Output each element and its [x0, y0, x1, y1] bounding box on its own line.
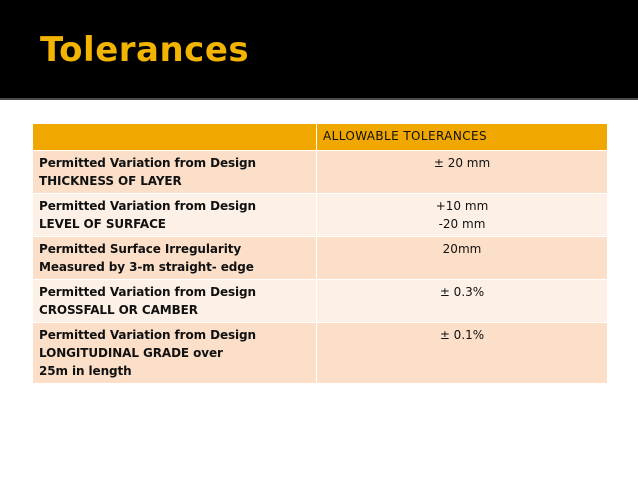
- row-label-line: Permitted Surface Irregularity: [39, 242, 242, 256]
- row-value: +10 mm -20 mm: [316, 193, 608, 237]
- row-value-line: ± 0.1%: [439, 328, 485, 342]
- header-cell-allowable-tolerances: ALLOWABLE TOLERANCES: [316, 123, 608, 151]
- row-label-line: CROSSFALL OR CAMBER: [39, 303, 198, 317]
- row-label-line: Permitted Variation from Design: [39, 199, 256, 213]
- row-label-line: THICKNESS OF LAYER: [39, 174, 182, 188]
- row-value: 20mm: [316, 236, 608, 280]
- row-label-line: Permitted Variation from Design: [39, 328, 256, 342]
- table-row: Permitted Surface Irregularity Measured …: [32, 236, 608, 280]
- header-cell-blank: [32, 123, 317, 151]
- row-label-line: LONGITUDINAL GRADE over: [39, 346, 223, 360]
- row-value-line: -20 mm: [438, 217, 486, 231]
- table-row: Permitted Variation from Design THICKNES…: [32, 150, 608, 194]
- row-label: Permitted Variation from Design LEVEL OF…: [32, 193, 317, 237]
- row-label: Permitted Variation from Design CROSSFAL…: [32, 279, 317, 323]
- row-value: ± 20 mm: [316, 150, 608, 194]
- row-label-line: Permitted Variation from Design: [39, 285, 256, 299]
- tolerances-table: ALLOWABLE TOLERANCES Permitted Variation…: [32, 123, 608, 384]
- table-row: Permitted Variation from Design LONGITUD…: [32, 322, 608, 384]
- table-row: Permitted Variation from Design CROSSFAL…: [32, 279, 608, 323]
- slide-title: Tolerances: [40, 30, 250, 70]
- row-label-line: LEVEL OF SURFACE: [39, 217, 166, 231]
- table-row: Permitted Variation from Design LEVEL OF…: [32, 193, 608, 237]
- row-value-line: ± 0.3%: [439, 285, 485, 299]
- row-label: Permitted Variation from Design THICKNES…: [32, 150, 317, 194]
- row-value-line: ± 20 mm: [433, 156, 491, 170]
- row-label: Permitted Variation from Design LONGITUD…: [32, 322, 317, 384]
- row-label: Permitted Surface Irregularity Measured …: [32, 236, 317, 280]
- row-label-line: Permitted Variation from Design: [39, 156, 256, 170]
- row-value: ± 0.3%: [316, 279, 608, 323]
- row-label-line: 25m in length: [39, 364, 132, 378]
- table-header-row: ALLOWABLE TOLERANCES: [32, 123, 608, 151]
- title-divider: [0, 98, 638, 100]
- row-label-line: Measured by 3-m straight- edge: [39, 260, 254, 274]
- row-value-line: +10 mm: [435, 199, 489, 213]
- title-bar: Tolerances: [0, 0, 638, 100]
- row-value: ± 0.1%: [316, 322, 608, 384]
- row-value-line: 20mm: [442, 242, 482, 256]
